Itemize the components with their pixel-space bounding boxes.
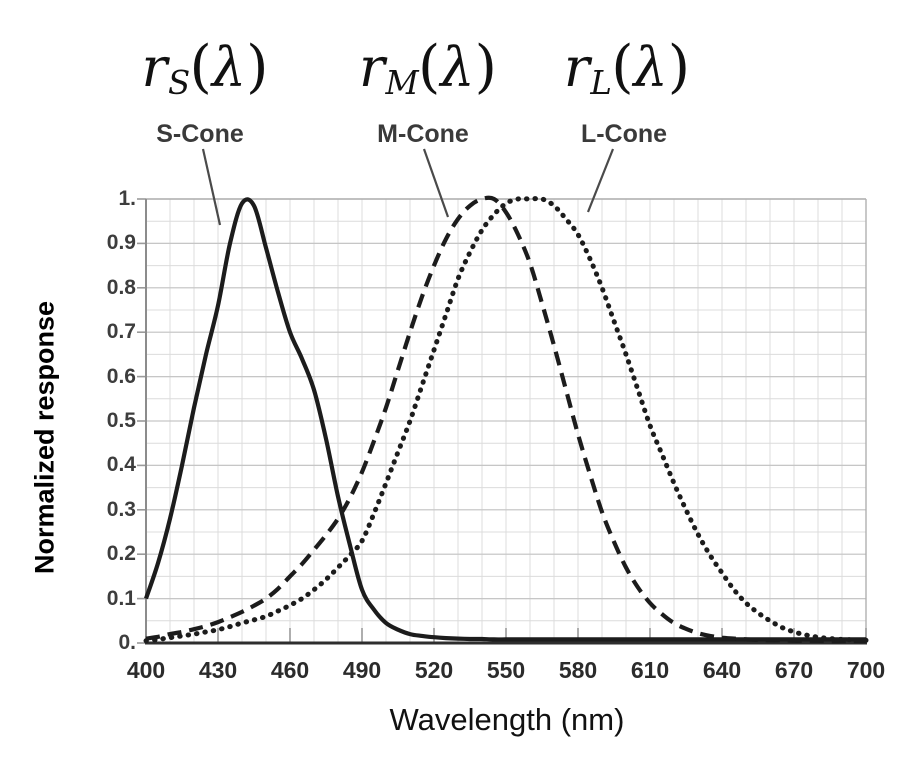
annotation-label-s-cone: S-Cone: [156, 120, 244, 148]
x-tick-label: 640: [702, 657, 742, 683]
annotation-leader-line-2: [586, 148, 615, 213]
x-tick-label: 670: [774, 657, 814, 683]
annotation-leader-line-0: [201, 148, 222, 226]
math-term-rS: rS(λ): [141, 34, 269, 103]
curve-l-cone: [143, 196, 869, 644]
math-term-rM: rM(λ): [359, 34, 497, 103]
math-open-paren: (: [418, 34, 441, 100]
y-tick-label: 1.: [118, 187, 136, 210]
lambda-symbol: λ: [211, 36, 247, 99]
x-tick-label: 430: [198, 657, 238, 683]
curve-m-cone: [145, 195, 866, 644]
x-tick-label: 400: [126, 657, 166, 683]
x-tick-label: 520: [414, 657, 454, 683]
lambda-symbol: λ: [633, 36, 668, 99]
annotation-leader-line-1: [422, 148, 450, 218]
y-tick-label: 0.1: [106, 586, 136, 610]
y-tick-label: 0.3: [106, 497, 136, 521]
math-base: r: [141, 36, 168, 99]
x-tick-label: 550: [486, 657, 526, 683]
y-tick-label: 0.9: [106, 231, 136, 255]
x-axis-title: Wavelength (nm): [389, 702, 625, 737]
math-subscript: M: [385, 64, 419, 103]
math-close-paren: ): [474, 34, 497, 100]
lambda-symbol: λ: [440, 36, 475, 99]
y-tick-label: 0.6: [106, 364, 136, 388]
annotation-label-m-cone: M-Cone: [377, 120, 469, 148]
math-base: r: [359, 36, 385, 99]
x-tick-label: 460: [270, 657, 310, 683]
math-term-rL: rL(λ): [563, 34, 691, 103]
x-tick-label: 580: [558, 657, 598, 683]
math-base: r: [563, 36, 590, 99]
x-tick-label: 610: [630, 657, 670, 683]
y-tick-label: 0.8: [106, 275, 136, 299]
math-open-paren: (: [189, 34, 212, 100]
math-subscript: L: [590, 64, 612, 103]
x-tick-label: 700: [846, 657, 886, 683]
math-subscript: S: [167, 64, 191, 103]
annotation-label-l-cone: L-Cone: [580, 120, 668, 148]
x-tick-label: 490: [342, 657, 382, 683]
y-tick-label: 0.: [118, 631, 136, 654]
math-open-paren: (: [611, 34, 634, 100]
y-tick-label: 0.2: [106, 542, 136, 566]
math-close-paren: ): [246, 34, 269, 100]
y-tick-label: 0.4: [106, 453, 136, 477]
y-tick-label: 0.7: [106, 320, 136, 344]
y-tick-label: 0.5: [106, 409, 136, 432]
math-close-paren: ): [667, 34, 691, 100]
